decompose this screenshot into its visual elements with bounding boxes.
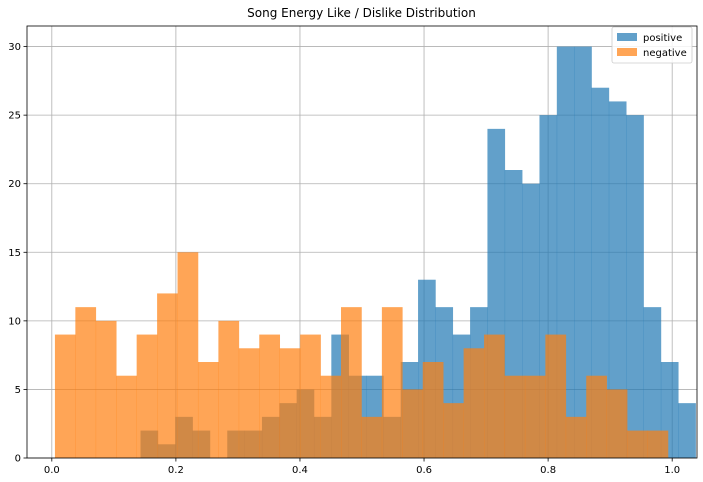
histogram-bar-negative [565, 416, 587, 458]
histogram-bar-negative [320, 375, 342, 458]
histogram-bar-negative [259, 334, 281, 458]
histogram-bar-positive [678, 403, 696, 458]
histogram-bar-negative [443, 403, 464, 458]
x-tick-label: 0.2 [168, 465, 184, 476]
x-tick-label: 1.0 [664, 465, 680, 476]
x-tick-label: 0.0 [44, 465, 60, 476]
histogram-bar-positive [643, 307, 662, 458]
y-tick-label: 25 [8, 111, 21, 122]
legend: positive negative [611, 26, 693, 64]
histogram-bar-positive [608, 101, 627, 458]
histogram-bar-negative [606, 389, 628, 458]
histogram-bar-negative [524, 375, 546, 458]
x-tick-label: 0.8 [540, 465, 556, 476]
legend-swatch-positive [617, 33, 637, 41]
histogram-bar-negative [402, 389, 424, 458]
legend-swatch-negative [617, 48, 637, 56]
y-tick-label: 10 [8, 316, 21, 327]
histogram-bar-negative [647, 430, 669, 458]
histogram-bar-negative [218, 320, 240, 458]
y-tick-label: 5 [15, 385, 21, 396]
histogram-bars [54, 46, 696, 459]
y-tick-label: 15 [8, 248, 21, 259]
legend-label-positive: positive [643, 33, 682, 44]
histogram-bar-negative [238, 348, 260, 458]
legend-label-negative: negative [643, 48, 687, 59]
histogram-bar-negative [586, 375, 607, 458]
series-negative [54, 252, 669, 458]
histogram-bar-negative [361, 416, 383, 458]
histogram-bar-negative [177, 252, 199, 458]
histogram-bar-positive [626, 115, 644, 459]
histogram-bar-negative [627, 430, 648, 458]
histogram-bar-negative [341, 307, 362, 458]
histogram-bar-negative [136, 334, 158, 458]
plot-frame [26, 25, 698, 459]
histogram-bar-negative [279, 348, 301, 458]
x-tick-label: 0.4 [292, 465, 308, 476]
y-tick-label: 0 [15, 454, 21, 465]
histogram-bar-negative [95, 320, 117, 458]
histogram-bar-negative [75, 307, 97, 458]
histogram-bar-negative [463, 348, 485, 458]
histogram-bar-negative [116, 375, 137, 458]
axes: 0.0 0.2 0.4 0.6 0.8 1.0 0 5 10 15 20 25 30 [8, 25, 698, 476]
histogram-bar-negative [381, 307, 403, 458]
histogram-bar-positive [574, 46, 592, 458]
histogram-bar-negative [54, 334, 76, 458]
histogram-bar-negative [157, 293, 178, 458]
histogram-bar-negative [197, 362, 219, 458]
histogram-bar-negative [484, 334, 505, 458]
histogram-bar-negative [422, 362, 444, 458]
chart-title: Song Energy Like / Dislike Distribution [247, 6, 476, 20]
histogram-bar-negative [300, 334, 321, 458]
histogram-bar-negative [504, 375, 526, 458]
x-tick-label: 0.6 [416, 465, 432, 476]
histogram-bar-positive [591, 87, 610, 458]
y-tick-label: 20 [8, 179, 21, 190]
y-tick-label: 30 [8, 42, 21, 53]
histogram-bar-negative [545, 334, 567, 458]
